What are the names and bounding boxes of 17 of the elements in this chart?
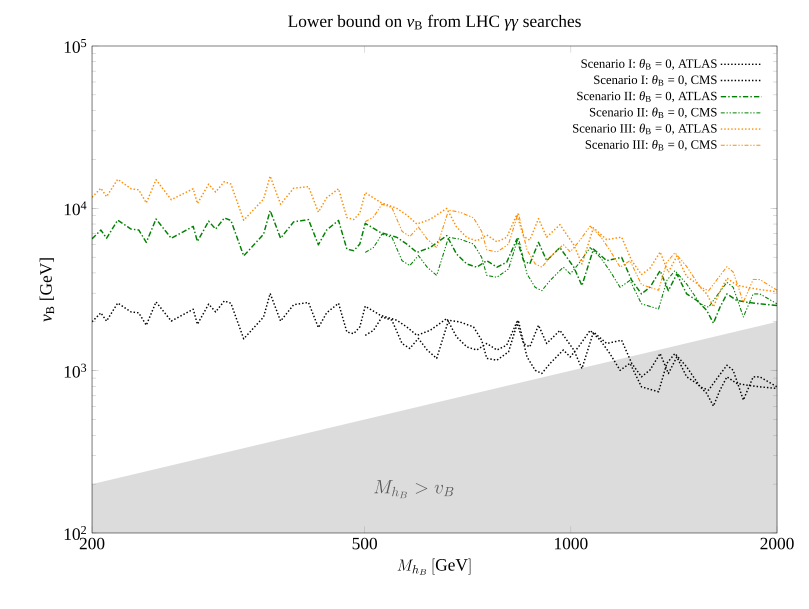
- legend-label: Scenario III: θ$_{B}$ = 0, CMS: [586, 140, 717, 151]
- x-tick-label: 1000: [555, 538, 588, 550]
- y-tick-label: 10$^{4}$: [64, 201, 86, 216]
- chart-title: Lower bound on v$_{B}$ from LHC γγ searches: [288, 14, 581, 31]
- legend-label: Scenario I: θ$_{B}$ = 0, CMS: [594, 75, 717, 86]
- legend-label: Scenario I: θ$_{B}$ = 0, ATLAS: [581, 58, 717, 70]
- x-tick-label: 500: [352, 538, 377, 550]
- legend-label: Scenario II: θ$_{B}$ = 0, ATLAS: [577, 91, 717, 102]
- annotation: $M_{h_B} > v_B$: [374, 480, 454, 498]
- x-tick-label: 2000: [760, 538, 794, 550]
- x-axis-title: $M_{h_B}\,[\mathrm{GeV}]$: [398, 558, 470, 575]
- legend-label: Scenario III: θ$_{B}$ = 0, ATLAS: [573, 124, 717, 134]
- y-tick-label: 10$^{3}$: [64, 364, 86, 378]
- legend-label: Scenario II: θ$_{B}$ = 0, CMS: [590, 107, 717, 118]
- y-axis-title: v$_{B}$ [GeV]: [40, 258, 54, 322]
- y-tick-label: 10$^{5}$: [64, 39, 86, 53]
- x-tick-label: 200: [80, 538, 104, 550]
